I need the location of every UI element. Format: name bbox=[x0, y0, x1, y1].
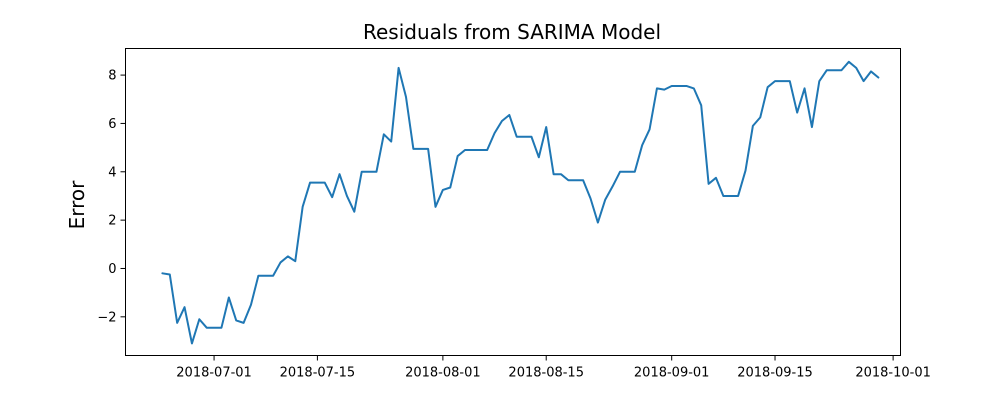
x-tick-label: 2018-09-01 bbox=[634, 366, 710, 381]
x-axis-ticks: 2018-07-01 2018-07-15 2018-08-01 2018-08-15… bbox=[176, 355, 931, 381]
y-tick-label: 0 bbox=[108, 262, 116, 277]
series-layer bbox=[161, 60, 880, 345]
x-tick-label: 2018-10-01 bbox=[855, 366, 931, 381]
x-tick-label: 2018-07-01 bbox=[176, 366, 252, 381]
residual-line-series-0 bbox=[161, 60, 880, 345]
x-tick-label: 2018-09-15 bbox=[737, 366, 813, 381]
y-axis-label: Error bbox=[65, 180, 89, 230]
y-tick-label: 8 bbox=[108, 69, 116, 84]
y-tick-label: 6 bbox=[108, 117, 116, 132]
x-tick-label: 2018-08-15 bbox=[508, 366, 584, 381]
y-tick-label: 4 bbox=[108, 165, 116, 180]
x-tick-label: 2018-07-15 bbox=[280, 366, 356, 381]
chart-title: Residuals from SARIMA Model bbox=[363, 20, 661, 44]
y-axis-ticks: −2 0 2 4 6 8 bbox=[97, 69, 126, 325]
y-tick-label: 2 bbox=[108, 214, 116, 229]
x-tick-label: 2018-08-01 bbox=[405, 366, 481, 381]
plot-area-frame bbox=[125, 48, 901, 356]
y-tick-label: −2 bbox=[97, 310, 116, 325]
